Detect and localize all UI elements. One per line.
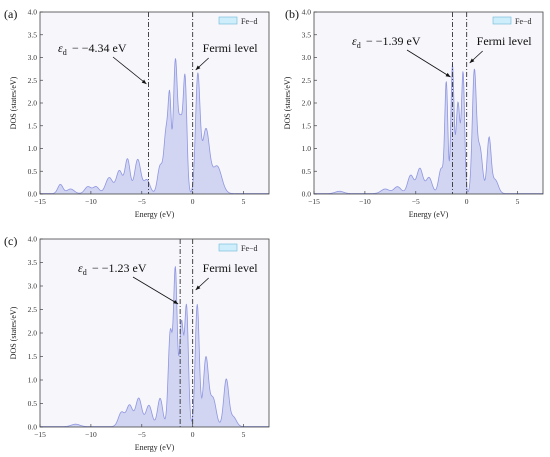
panel-label: (c) — [4, 234, 17, 248]
y-tick-label: 4.0 — [302, 8, 312, 17]
chart-panel-1: −15 −10 −5 0 5 0.0 0.5 1.0 1.5 2.0 2.5 3.0 3.5 4.0 Ene… — [4, 7, 270, 219]
y-tick-label: 3.5 — [28, 258, 38, 267]
x-tick-label: −10 — [359, 197, 371, 206]
x-tick-label: −15 — [34, 430, 46, 439]
y-axis-label: DOS (states/eV) — [283, 76, 292, 129]
fermi-level-label: Fermi level — [477, 34, 533, 48]
d-band-arrow — [132, 276, 179, 305]
fermi-arrowhead — [195, 285, 201, 290]
y-tick-label: 3.5 — [302, 30, 312, 39]
legend-swatch — [218, 16, 238, 25]
y-tick-label: 0.5 — [28, 167, 38, 176]
panel-label: (b) — [285, 7, 299, 21]
dos-line — [40, 58, 269, 194]
x-tick-label: 5 — [242, 197, 246, 206]
x-axis-label: Energy (eV) — [135, 443, 175, 452]
plot-background — [40, 239, 269, 427]
legend-label: Fe−d — [241, 17, 258, 26]
y-tick-label: 1.5 — [28, 352, 38, 361]
plot-background — [314, 12, 543, 194]
y-tick-label: 0.0 — [28, 423, 38, 432]
dos-line — [314, 64, 543, 194]
y-tick-label: 0.5 — [28, 399, 38, 408]
y-tick-label: 2.5 — [302, 76, 312, 85]
x-tick-label: 0 — [191, 430, 195, 439]
legend-swatch — [492, 16, 512, 25]
y-tick-label: 1.0 — [302, 144, 312, 153]
x-tick-label: −10 — [85, 430, 97, 439]
x-axis-label: Energy (eV) — [409, 210, 449, 219]
y-tick-label: 2.5 — [28, 305, 38, 314]
d-band-arrowhead — [173, 299, 179, 304]
x-tick-label: −5 — [138, 430, 146, 439]
dos-line — [40, 266, 269, 427]
y-tick-label: 3.0 — [28, 282, 38, 291]
chart-panel-2: −15 −10 −5 0 5 0.0 0.5 1.0 1.5 2.0 2.5 3.0 3.5 4.0 Ene… — [283, 7, 544, 219]
y-tick-label: 3.0 — [28, 53, 38, 62]
d-band-arrow — [406, 49, 451, 78]
d-band-arrowhead — [445, 72, 451, 77]
x-tick-label: −5 — [412, 197, 420, 206]
y-tick-label: 4.0 — [28, 235, 38, 244]
y-tick-label: 4.0 — [28, 8, 38, 17]
fermi-arrowhead — [195, 65, 201, 70]
x-tick-label: 5 — [242, 430, 246, 439]
y-tick-label: 1.5 — [302, 121, 312, 130]
d-band-arrowhead — [141, 79, 147, 84]
y-tick-label: 2.0 — [302, 99, 312, 108]
x-tick-label: −15 — [308, 197, 320, 206]
x-tick-label: 0 — [191, 197, 195, 206]
x-axis-label: Energy (eV) — [135, 210, 175, 219]
y-tick-label: 1.5 — [28, 121, 38, 130]
x-tick-label: 0 — [465, 197, 469, 206]
y-tick-label: 3.5 — [28, 30, 38, 39]
y-axis-label: DOS (states/eV) — [9, 306, 18, 359]
x-tick-label: −10 — [85, 197, 97, 206]
y-tick-label: 3.0 — [302, 53, 312, 62]
chart-panel-3: −15 −10 −5 0 5 0.0 0.5 1.0 1.5 2.0 2.5 3.0 3.5 4.0 Ene… — [4, 234, 270, 452]
y-tick-label: 2.5 — [28, 76, 38, 85]
y-tick-label: 2.0 — [28, 329, 38, 338]
legend-swatch — [218, 243, 238, 252]
panel-label: (a) — [4, 7, 17, 21]
x-tick-label: −5 — [138, 197, 146, 206]
legend-label: Fe−d — [241, 244, 258, 253]
y-tick-label: 0.0 — [28, 190, 38, 199]
x-tick-label: 5 — [516, 197, 520, 206]
y-tick-label: 1.0 — [28, 376, 38, 385]
d-band-epsilon: εd — [352, 34, 361, 50]
d-band-center-label: − −1.39 eV — [366, 34, 421, 48]
x-tick-label: −15 — [34, 197, 46, 206]
d-band-epsilon: εd — [58, 41, 67, 57]
y-tick-label: 0.0 — [302, 190, 312, 199]
d-band-center-label: − −4.34 eV — [72, 41, 127, 55]
y-tick-label: 1.0 — [28, 144, 38, 153]
plot-background — [40, 12, 269, 194]
fermi-arrowhead — [469, 58, 475, 63]
y-tick-label: 0.5 — [302, 167, 312, 176]
fermi-level-label: Fermi level — [203, 261, 259, 275]
d-band-epsilon: εd — [78, 261, 87, 277]
y-tick-label: 2.0 — [28, 99, 38, 108]
y-axis-label: DOS (states/eV) — [9, 76, 18, 129]
d-band-center-label: − −1.23 eV — [92, 261, 147, 275]
fermi-level-label: Fermi level — [203, 41, 259, 55]
d-band-arrow — [112, 56, 147, 85]
legend-label: Fe−d — [515, 17, 532, 26]
